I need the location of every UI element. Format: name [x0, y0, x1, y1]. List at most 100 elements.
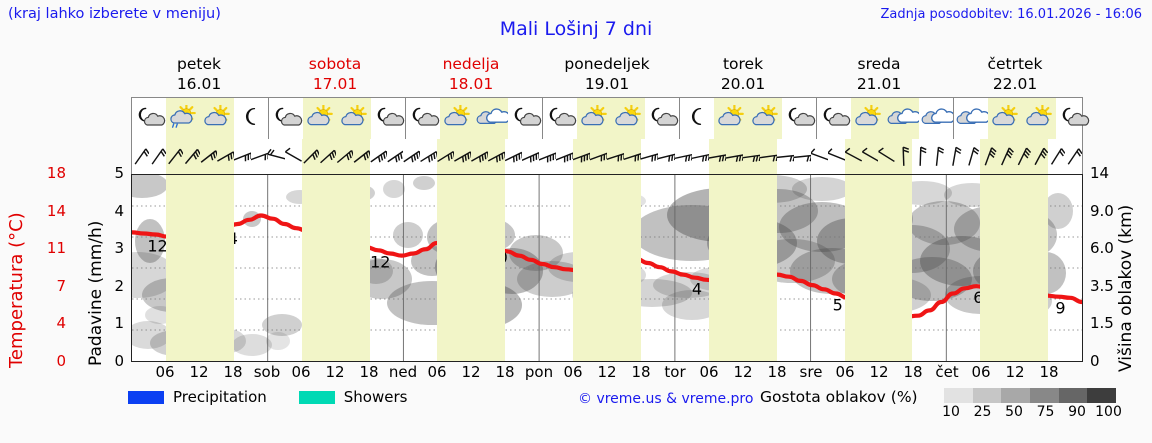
cloud-density-ramp-step [1001, 388, 1031, 403]
wind-barb-icon [199, 139, 219, 174]
sun-cloud-icon [200, 98, 234, 139]
temperature-value-label: 9 [1055, 299, 1065, 318]
plot-band-quarter [1048, 175, 1082, 361]
plot-band-quarter [912, 175, 946, 361]
wind-barb-icon [233, 139, 252, 174]
moon-cloud-icon [1056, 98, 1090, 139]
cloud-density-step-label: 50 [1005, 404, 1023, 420]
wind-barb-icon [1031, 139, 1049, 174]
day-header-sreda: sreda 21.01 [811, 54, 947, 96]
precipitation-tick-label: 2 [114, 276, 124, 295]
precipitation-axis-title: Padavine (mm/h) [86, 220, 106, 366]
cloud-icon [474, 98, 508, 139]
plot-band-day-2 [268, 175, 404, 361]
cloud-height-tick-label: 3.5 [1090, 276, 1114, 295]
wind-barb-icon [980, 139, 998, 174]
x-axis-label: 12 [189, 363, 209, 381]
wind-day-6 [809, 139, 947, 174]
wind-day-7 [946, 139, 1083, 174]
sun-cloud-icon [577, 98, 611, 139]
day-header-ponedeljek: ponedeljek 19.01 [539, 54, 675, 96]
icon-day-3 [406, 98, 543, 139]
wind-barb-icon [707, 139, 728, 174]
temperature-value-label: 4 [692, 280, 702, 299]
wind-barb-icon [623, 139, 643, 174]
wind-barb-icon [420, 139, 439, 174]
day-header-petek: petek 16.01 [131, 54, 267, 96]
wind-barb-icon [1065, 139, 1083, 174]
wind-barb-icon [912, 139, 929, 174]
x-axis-label: 12 [597, 363, 617, 381]
meteogram-plot[interactable]: 1214101281068475869 [131, 174, 1083, 362]
x-axis-label: 18 [767, 363, 787, 381]
wind-barb-icon [606, 139, 626, 174]
temperature-value-label: 6 [973, 288, 983, 307]
x-axis-label: 12 [1005, 363, 1025, 381]
wind-barb-icon [352, 139, 371, 174]
temperature-tick-label: 11 [46, 239, 66, 258]
plot-band-quarter [335, 175, 370, 361]
cloud-icon [885, 98, 919, 139]
plot-band-quarter [1014, 175, 1049, 361]
day-date: 19.01 [584, 75, 630, 93]
day-header-četrtek: četrtek 22.01 [947, 54, 1083, 96]
credit-link[interactable]: © vreme.us & vreme.pro [578, 391, 754, 407]
cloud-density-step-label: 90 [1068, 404, 1086, 420]
plot-band-quarter [980, 175, 1015, 361]
plot-band-quarter [437, 175, 472, 361]
wind-barb-icon [946, 139, 963, 174]
wind-barb-icon [878, 139, 896, 174]
wind-barb-icon [895, 139, 913, 174]
x-axis-label: sre [799, 363, 823, 381]
wind-barb-icon [132, 139, 150, 174]
day-date: 20.01 [720, 75, 766, 93]
plot-band-day-7 [946, 175, 1082, 361]
day-name: torek [722, 55, 764, 73]
daylight-bands [132, 175, 1082, 361]
wind-day-2 [266, 139, 405, 174]
x-axis-label: 06 [971, 363, 991, 381]
wind-barb-icon [674, 139, 694, 174]
wind-barb-icon [929, 139, 946, 174]
plot-band-day-4 [539, 175, 675, 361]
x-axis-label: 06 [155, 363, 175, 381]
day-name: ponedeljek [564, 55, 650, 73]
gridlines [132, 175, 1082, 361]
day-date: 16.01 [176, 75, 222, 93]
day-name: petek [177, 55, 221, 73]
wind-barb-icon [149, 139, 167, 174]
wind-barb-icon [809, 139, 829, 174]
x-axis-label: 06 [835, 363, 855, 381]
x-axis-label: 06 [699, 363, 719, 381]
day-date: 21.01 [856, 75, 902, 93]
moon-icon [680, 98, 714, 139]
sun-cloud-icon [988, 98, 1022, 139]
moon-cloud-icon [269, 98, 303, 139]
wind-barb-icon [488, 139, 507, 174]
moon-cloud-icon [371, 98, 405, 139]
location-menu-note: (kraj lahko izberete v meniju) [8, 6, 221, 22]
moon-cloud-icon [406, 98, 440, 139]
wind-barb-icon [589, 139, 609, 174]
plot-band-quarter [234, 175, 268, 361]
plot-band-quarter [777, 175, 811, 361]
sun-cloud-icon [303, 98, 337, 139]
wind-barb-icon [741, 139, 762, 174]
temperature-tick-label: 4 [56, 314, 66, 333]
wind-barb-icon [165, 139, 184, 174]
wind-barb-icon [758, 139, 779, 174]
cloud-density-ramp-step [972, 388, 1002, 403]
icon-day-1 [132, 98, 269, 139]
sun-cloud-drizzle-icon [166, 98, 200, 139]
precipitation-tick-label: 3 [114, 239, 124, 258]
precipitation-legend: Precipitation Showers [128, 388, 407, 406]
page-title: Mali Lošinj 7 dni [499, 18, 653, 40]
temperature-value-label: 5 [833, 296, 843, 315]
plot-band-day-3 [403, 175, 539, 361]
plot-band-quarter [505, 175, 539, 361]
cloud-density-step-label: 100 [1095, 404, 1122, 420]
x-axis-label: 18 [631, 363, 651, 381]
moon-cloud-icon [645, 98, 679, 139]
wind-barb-icon [335, 139, 354, 174]
temperature-tick-label: 14 [46, 201, 66, 220]
